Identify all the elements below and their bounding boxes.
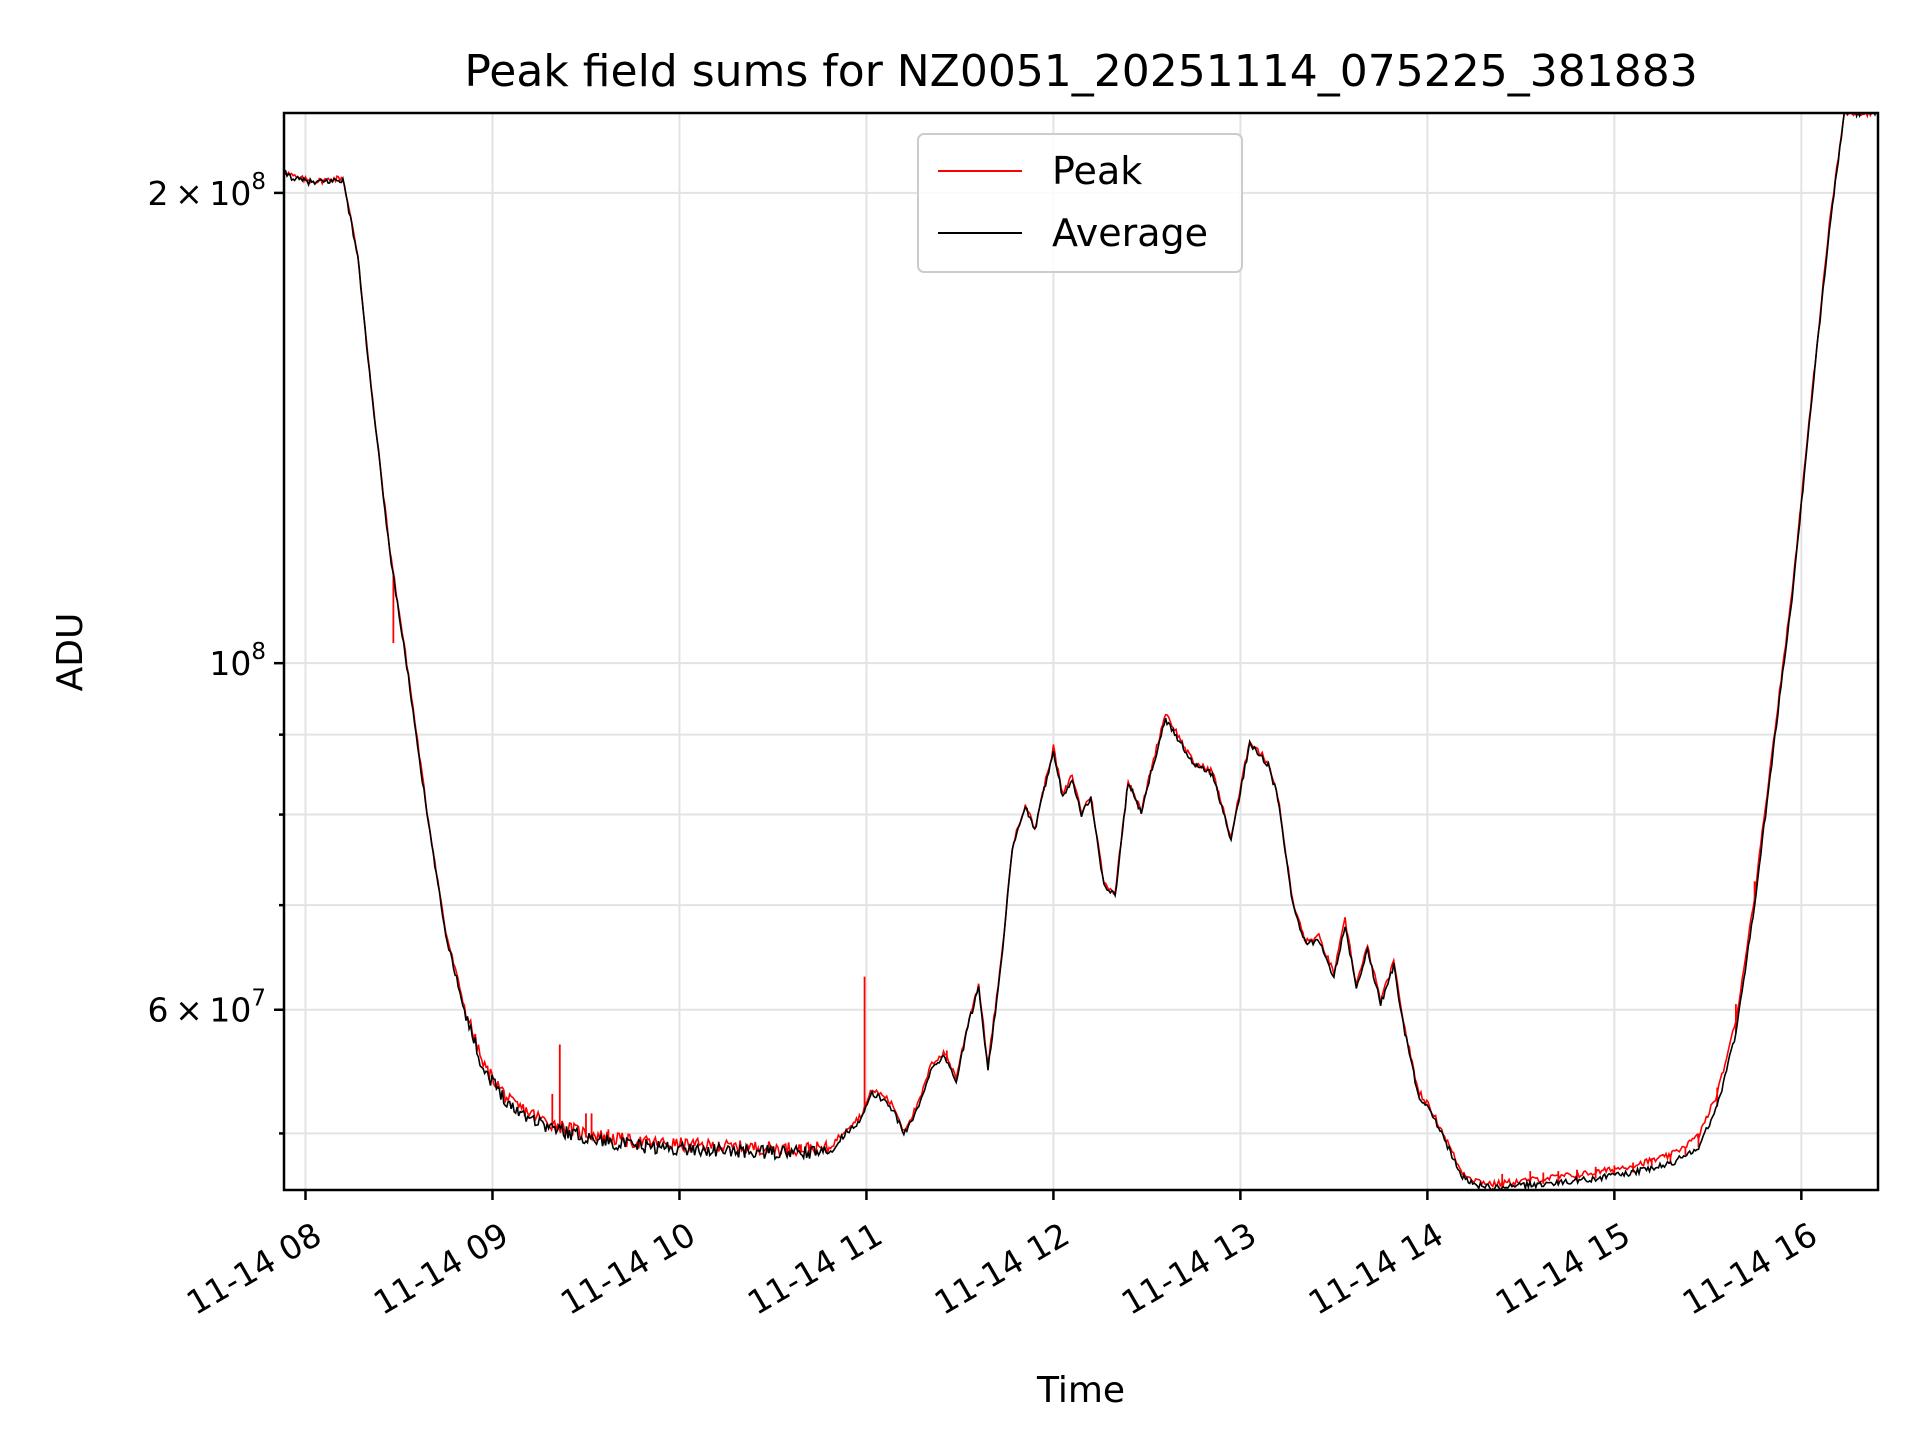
y-tick-label: 2 × 108 [148,169,266,213]
y-axis-label: ADU [50,613,91,692]
chart-title: Peak field sums for NZ0051_20251114_0752… [464,46,1697,97]
grid [284,113,1878,1190]
x-axis-label: Time [1036,1370,1125,1411]
plot-frame [282,111,1880,1192]
legend: Peak Average [917,133,1243,273]
average-line [284,113,1878,1190]
y-tick-label: 108 [209,639,266,683]
legend-peak-label: Peak [1052,149,1142,193]
legend-box [917,133,1243,273]
average-series [284,113,1878,1190]
y-tick-label: 6 × 107 [148,986,266,1030]
legend-average-label: Average [1052,211,1208,255]
y-axis-ticks: 6 × 107 108 2 × 108 [148,169,284,1135]
